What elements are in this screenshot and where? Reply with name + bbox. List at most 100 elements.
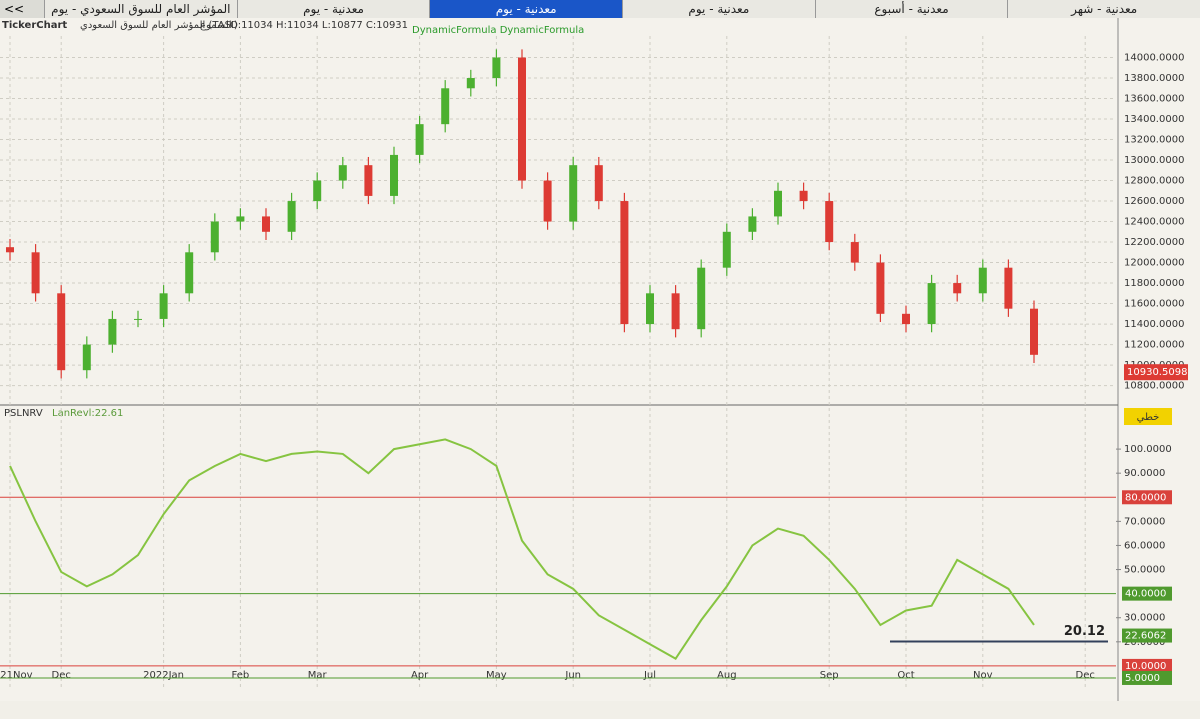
y-tick-label: 13600.0000 xyxy=(1124,94,1184,105)
candle-body xyxy=(364,165,373,196)
symbol: المؤشر العام للسوق السعودي (TASI) xyxy=(80,20,238,31)
candle-body xyxy=(236,216,245,222)
candle-body xyxy=(953,283,962,294)
chart-style: الشموع xyxy=(200,20,232,31)
candle-body xyxy=(850,242,859,263)
x-tick-label: Nov xyxy=(973,670,993,681)
formulas: DynamicFormula DynamicFormula xyxy=(412,25,584,36)
candle-body xyxy=(262,216,270,232)
candle-body xyxy=(6,247,14,253)
y-tick-label: 12800.0000 xyxy=(1124,176,1184,187)
background xyxy=(0,18,1200,701)
tab[interactable]: معدنية - شهر xyxy=(1007,0,1200,18)
candle-body xyxy=(134,318,142,320)
candle-body xyxy=(185,252,194,294)
candle-body xyxy=(210,221,219,253)
x-tick-label: Aug xyxy=(717,670,737,681)
candle-body xyxy=(620,201,629,325)
candle-body xyxy=(543,180,552,222)
page: << المؤشر العام للسوق السعودي - يوم معدن… xyxy=(0,0,1200,701)
y-tick-label: 11400.0000 xyxy=(1124,319,1184,330)
level-label: 10.0000 xyxy=(1125,661,1166,672)
x-tick-label: Jun xyxy=(564,670,581,681)
x-tick-label: Mar xyxy=(308,670,328,681)
y-tick-label: 50.0000 xyxy=(1124,565,1165,576)
candle-body xyxy=(108,318,117,345)
y-tick-label: 14000.0000 xyxy=(1124,53,1184,64)
level-label: 40.0000 xyxy=(1125,589,1166,600)
candle-body xyxy=(722,231,731,268)
candle-body xyxy=(978,267,987,294)
y-tick-label: 12200.0000 xyxy=(1124,237,1184,248)
current-label: 22.6062 xyxy=(1125,631,1166,642)
candle-body xyxy=(1030,308,1038,355)
last-price-badge xyxy=(1124,364,1188,381)
candle-body xyxy=(748,216,757,232)
tab[interactable]: معدنية - أسبوع xyxy=(814,0,1008,18)
y-tick-label: 11800.0000 xyxy=(1124,278,1184,289)
candle-body xyxy=(338,165,347,181)
x-tick-label: 2021Nov xyxy=(0,670,33,681)
x-tick-label: Oct xyxy=(897,670,914,681)
candle-body xyxy=(441,88,450,125)
x-tick-label: Sep xyxy=(820,670,839,681)
tab-bar: << المؤشر العام للسوق السعودي - يوم معدن… xyxy=(0,0,1200,18)
x-tick-label: Dec xyxy=(1076,670,1095,681)
candle-body xyxy=(390,154,398,196)
tab[interactable]: معدنية - يوم xyxy=(622,0,815,18)
x-tick-label: Feb xyxy=(232,670,250,681)
style-button[interactable] xyxy=(1124,408,1172,425)
x-tick-label: Dec xyxy=(52,670,71,681)
tab[interactable]: معدنية - يوم xyxy=(236,0,430,18)
y-tick-label: 13200.0000 xyxy=(1124,135,1184,146)
last-price-label: 10930.5098 xyxy=(1127,367,1187,378)
y-tick-label: 12000.0000 xyxy=(1124,258,1184,269)
x-tick-label: May xyxy=(486,670,507,681)
y-tick-label: 100.0000 xyxy=(1124,444,1172,455)
candle-body xyxy=(492,57,501,79)
candle-body xyxy=(825,201,834,243)
candle-body xyxy=(594,165,603,202)
x-tick-label: 2022Jan xyxy=(143,670,184,681)
x-tick-label: Jul xyxy=(643,670,656,681)
y-tick-label: 30.0000 xyxy=(1124,613,1165,624)
y-tick-label: 13800.0000 xyxy=(1124,73,1184,84)
candle-body xyxy=(159,293,168,319)
candle-body xyxy=(31,252,40,294)
candle-body xyxy=(799,190,808,202)
indicator-line xyxy=(9,438,1035,661)
candle-body xyxy=(1004,267,1013,309)
candle-body xyxy=(82,344,91,371)
tab[interactable]: المؤشر العام للسوق السعودي - يوم xyxy=(44,0,237,18)
y-tick-label: 12400.0000 xyxy=(1124,217,1184,228)
candle-body xyxy=(876,262,885,314)
level-badge xyxy=(1122,658,1172,673)
level-badge xyxy=(1122,490,1172,505)
level-label: 5.0000 xyxy=(1125,673,1160,684)
candle-body xyxy=(415,124,424,155)
app-name: TickerChart xyxy=(2,20,67,31)
level-label: 80.0000 xyxy=(1125,492,1166,503)
y-tick-label: 11200.0000 xyxy=(1124,340,1184,351)
y-tick-label: 60.0000 xyxy=(1124,540,1165,551)
indicator-value: LanRevl:22.61 xyxy=(52,408,123,419)
ohlc: O:11034 H:11034 L:10877 C:10931 xyxy=(230,20,408,31)
nav-button[interactable]: << xyxy=(4,2,25,16)
chart: TickerChart المؤشر العام للسوق السعودي (… xyxy=(0,18,1200,701)
candle-body xyxy=(518,57,526,181)
candle-body xyxy=(927,283,936,325)
current-badge xyxy=(1122,628,1172,643)
y-tick-label: 12600.0000 xyxy=(1124,196,1184,207)
candle-body xyxy=(569,165,578,222)
level-badge xyxy=(1122,670,1172,685)
candle-body xyxy=(313,180,322,202)
candle-body xyxy=(774,190,782,217)
candle-body xyxy=(671,293,680,330)
tab[interactable]: معدنية - يوم xyxy=(429,0,623,18)
y-tick-label: 11600.0000 xyxy=(1124,299,1184,310)
style-button-label[interactable]: خطي xyxy=(1137,412,1160,423)
y-tick-label: 90.0000 xyxy=(1124,468,1165,479)
y-tick-label: 13400.0000 xyxy=(1124,114,1184,125)
level-badge xyxy=(1122,586,1172,601)
candle-body xyxy=(697,267,706,330)
